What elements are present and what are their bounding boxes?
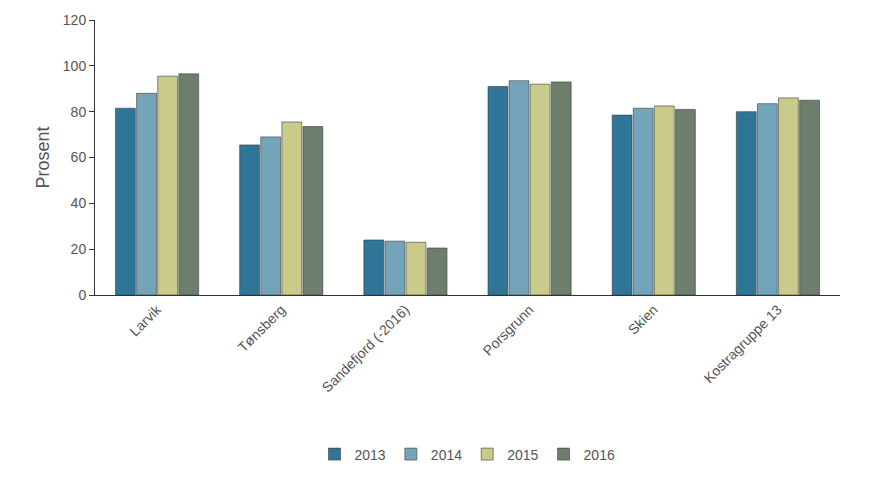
svg-text:40: 40 xyxy=(71,195,87,211)
svg-text:Skien: Skien xyxy=(625,302,661,338)
svg-text:20: 20 xyxy=(71,241,87,257)
svg-text:Tønsberg: Tønsberg xyxy=(235,302,289,356)
svg-text:80: 80 xyxy=(71,104,87,120)
svg-text:100: 100 xyxy=(63,58,87,74)
svg-text:Kostragruppe 13: Kostragruppe 13 xyxy=(700,301,785,386)
svg-text:0: 0 xyxy=(78,287,86,303)
svg-text:2013: 2013 xyxy=(355,447,386,463)
svg-text:2014: 2014 xyxy=(431,447,462,463)
svg-text:Prosent: Prosent xyxy=(33,126,53,188)
svg-text:Larvik: Larvik xyxy=(126,301,164,339)
svg-text:Porsgrunn: Porsgrunn xyxy=(480,302,537,359)
svg-text:Sandefjord (-2016): Sandefjord (-2016) xyxy=(319,302,413,396)
svg-text:2016: 2016 xyxy=(584,447,615,463)
svg-text:60: 60 xyxy=(71,149,87,165)
svg-text:120: 120 xyxy=(63,12,87,28)
svg-text:2015: 2015 xyxy=(507,447,538,463)
